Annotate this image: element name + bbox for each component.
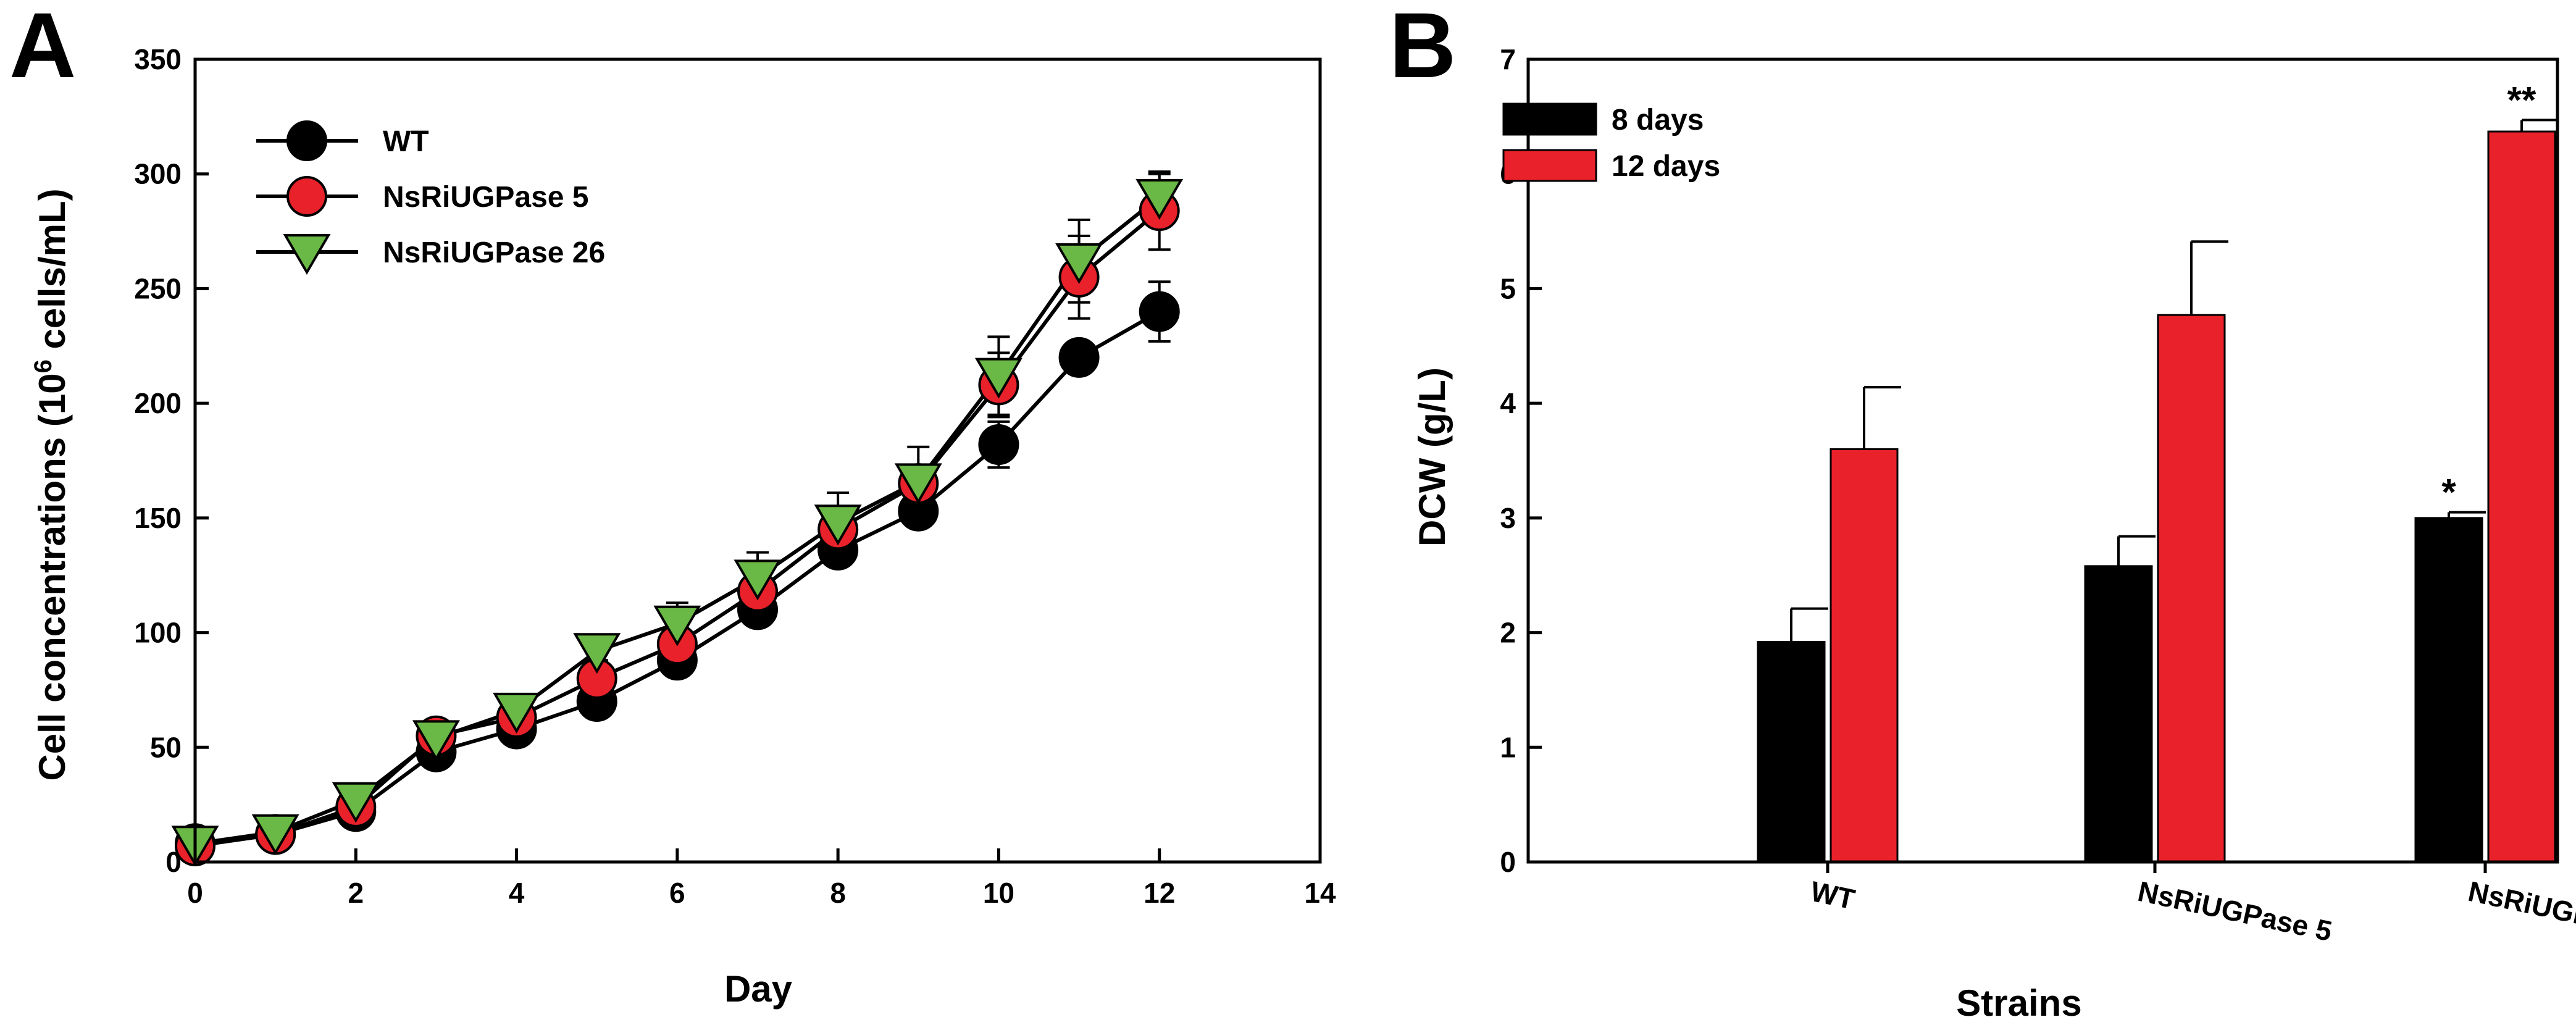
legend-item-12-days: 12 days [1502,149,1720,183]
error-bar-8-days-wt [1790,607,1828,642]
data-point-nsriugpase-26-day-10 [974,358,1022,399]
legend-item-nsriugpase-26: NsRiUGPase 26 [256,234,605,275]
data-point-nsriugpase-26-day-4 [493,692,541,734]
data-point-nsriugpase-26-day-7 [734,559,782,601]
data-point-nsriugpase-26-day-9 [894,463,942,504]
panel-b-bars [1757,130,2556,863]
category-label-nsriugpase-5: NsRiUGPase 5 [2135,875,2335,947]
error-bar-12-days-nsriugpase-5 [2190,240,2228,316]
bar-8-days-nsriugpase-26 [2414,517,2483,863]
panel-a-y-tick-label-200: 200 [134,387,182,419]
legend-item-8-days: 8 days [1502,102,1704,136]
significance-marker-12-days-nsriugpase-26: ** [2507,79,2536,120]
legend-label-nsriugpase-5: NsRiUGPase 5 [383,181,589,214]
panel-a-label: A [9,0,76,97]
legend-marker-nsriugpase-26 [283,234,331,275]
panel-a-x-tick-label-6: 6 [669,877,685,909]
panel-a-y-tick-label-250: 250 [134,272,182,304]
data-point-nsriugpase-26-day-1 [251,814,299,855]
panel-a-axes [193,57,1322,864]
panel-a-x-tick-label-10: 10 [983,877,1014,909]
bar-8-days-wt [1757,640,1826,863]
panel-a-y-axis-title-superscript: 6 [30,359,57,373]
category-label-wt: WT [1808,875,1858,916]
data-point-wt-day-12 [1139,291,1180,332]
panel-a-x-tick-label-2: 2 [348,877,364,909]
panel-a-y-tick-label-150: 150 [134,502,182,534]
panel-b-x-axis-title: Strains [1956,982,2081,1024]
error-bar-8-days-nsriugpase-26 [2448,511,2486,518]
panel-b-y-tick-label-3: 3 [1500,502,1516,534]
legend-label-wt: WT [383,125,429,158]
panel-a-y-axis-title-tail: cells/mL) [31,188,73,359]
panel-a-y-axis-title: Cell concentrations (106 cells/mL) [30,188,73,780]
panel-a-x-tick-label-4: 4 [509,877,525,909]
legend-marker-nsriugpase-5 [286,176,327,217]
panel-a-x-tick-label-14: 14 [1304,877,1336,909]
panel-a-x-tick-label-12: 12 [1144,877,1175,909]
legend-label-nsriugpase-26: NsRiUGPase 26 [383,236,605,269]
legend-marker-wt [286,120,327,161]
panel-a-y-tick-label-0: 0 [165,846,182,878]
panel-b-plot-frame [1526,57,2559,864]
panel-a-y-tick-label-300: 300 [134,158,182,190]
panel-a-x-axis-title: Day [724,968,793,1010]
panel-b-significance-markers: *** [2441,79,2536,512]
panel-a-x-tick-label-8: 8 [830,877,846,909]
data-point-nsriugpase-26-day-12 [1135,178,1184,220]
panel-b-error-bars [1790,119,2559,642]
panel-a-x-tick-label-0: 0 [187,877,203,909]
legend-label-12-days: 12 days [1612,150,1720,183]
panel-b-y-tick-label-7: 7 [1500,43,1516,75]
panel-b-y-tick-labels: 01234567 [1500,43,1516,878]
data-point-nsriugpase-26-day-5 [573,633,621,674]
error-bar-8-days-nsriugpase-5 [2117,535,2156,566]
panel-b-y-tick-label-5: 5 [1500,272,1516,304]
bar-12-days-wt [1830,448,1899,863]
panel-a-plot-frame [193,57,1322,864]
significance-marker-8-days-nsriugpase-26: * [2441,472,2456,513]
error-bar-12-days-nsriugpase-26 [2520,119,2559,132]
bar-12-days-nsriugpase-5 [2157,314,2226,863]
panel-a-data-points [171,178,1184,867]
panel-b-category-labels: WT NsRiUGPase 5 NsRiUGPase 26 [1808,875,2576,951]
error-bar-12-days-wt [1863,386,1901,450]
panel-b-y-tick-label-1: 1 [1500,731,1516,763]
data-point-nsriugpase-26-day-3 [412,720,460,761]
panel-b-y-tick-label-0: 0 [1500,846,1516,878]
data-point-wt-day-10 [978,424,1019,465]
panel-b-label: B [1389,0,1456,97]
data-point-nsriugpase-26-day-6 [653,605,701,646]
panel-a-y-tick-label-350: 350 [134,43,182,75]
legend-swatch-12-days [1502,149,1597,182]
legend-swatch-8-days [1502,102,1597,136]
data-point-nsriugpase-26-day-2 [332,782,380,823]
legend-label-8-days: 8 days [1612,104,1704,136]
panel-b-y-tick-label-2: 2 [1500,617,1516,649]
category-label-nsriugpase-26: NsRiUGPase 26 [2465,875,2576,951]
series-line-nsriugpase-5 [194,209,1161,848]
panel-a-legend: WT NsRiUGPase 5 NsRiUGPase 26 [256,120,605,275]
panel-a-y-tick-label-100: 100 [134,617,182,649]
panel-b-legend: 8 days 12 days [1502,102,1720,183]
bar-12-days-nsriugpase-26 [2487,130,2556,863]
series-line-nsriugpase-26 [194,195,1161,846]
legend-item-nsriugpase-5: NsRiUGPase 5 [256,176,589,217]
panel-a-x-tick-labels: 0 2 4 6 8 10 12 14 [187,877,1336,909]
panel-a-y-tick-labels: 0 50 100 150 200 250 300 350 [134,43,182,878]
panel-b-y-axis-title: DCW (g/L) [1411,367,1453,546]
data-point-nsriugpase-26-day-11 [1055,243,1103,284]
panel-a-series-lines [194,195,1161,848]
data-point-nsriugpase-26-day-8 [814,504,862,546]
panel-a-y-tick-label-50: 50 [150,731,182,763]
panel-a-y-axis-title-main: Cell concentrations (10 [31,373,73,780]
data-point-wt-day-11 [1058,337,1100,378]
bar-8-days-nsriugpase-5 [2084,565,2153,863]
legend-item-wt: WT [256,120,429,161]
panel-b-y-tick-label-4: 4 [1500,387,1516,419]
panel-a-error-bars [184,170,1171,852]
